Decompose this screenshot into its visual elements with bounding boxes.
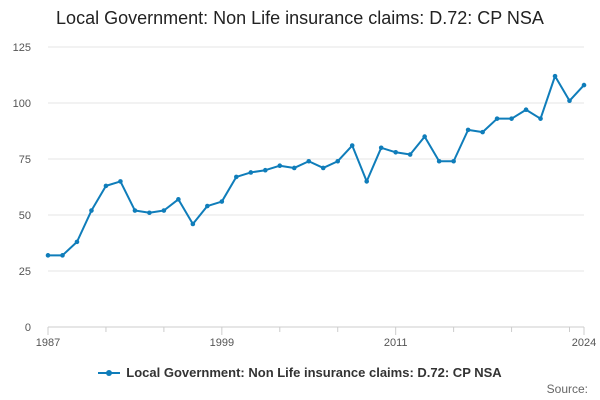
axis-layer: 0 25 50 75 100 125 1987 1999 2011 2024 (13, 42, 597, 349)
legend-swatch-marker (106, 369, 113, 376)
data-point (581, 82, 587, 88)
data-point (89, 208, 94, 213)
y-tick-label: 25 (19, 266, 31, 278)
data-point (567, 98, 572, 104)
data-point (291, 165, 297, 171)
data-point (364, 179, 370, 184)
data-point (147, 210, 152, 216)
data-point (494, 116, 500, 121)
series-layer (45, 73, 587, 258)
data-point (60, 253, 65, 258)
data-point (205, 203, 210, 209)
legend-label: Local Government: Non Life insurance cla… (126, 365, 502, 381)
data-point (393, 149, 398, 155)
data-point (465, 127, 471, 133)
data-point (234, 174, 239, 180)
y-tick-label: 0 (25, 322, 31, 334)
data-point (248, 170, 254, 175)
data-point (161, 208, 167, 213)
y-tick-label: 100 (13, 98, 31, 110)
data-point (552, 73, 558, 79)
data-point (378, 145, 384, 151)
data-point (45, 253, 51, 258)
data-point (176, 197, 181, 202)
source-label: Source: (546, 382, 588, 396)
data-point (407, 152, 413, 157)
x-tick-label: 1987 (36, 337, 60, 349)
data-point (335, 158, 341, 164)
data-point (523, 107, 529, 113)
data-point (509, 116, 514, 121)
data-point (103, 183, 109, 189)
data-point (263, 167, 268, 173)
data-point (538, 116, 543, 121)
y-tick-label: 75 (19, 154, 31, 166)
series-line (48, 75, 585, 257)
data-point (219, 199, 225, 204)
data-point (74, 239, 80, 245)
data-point (132, 208, 138, 213)
legend[interactable]: Local Government: Non Life insurance cla… (0, 364, 600, 380)
data-point (277, 163, 283, 169)
data-point (306, 158, 312, 164)
data-point (349, 143, 355, 148)
grid-layer (48, 46, 584, 272)
data-point (320, 165, 326, 171)
legend-swatch (98, 368, 121, 378)
data-point (118, 179, 123, 184)
x-tick-label: 2024 (572, 337, 596, 349)
data-point (480, 129, 485, 135)
chart-title: Local Government: Non Life insurance cla… (56, 8, 544, 28)
data-point (422, 134, 427, 139)
data-point (190, 221, 196, 227)
data-point (451, 158, 456, 164)
data-point (436, 158, 442, 164)
y-tick-label: 50 (19, 210, 31, 222)
y-tick-label: 125 (13, 42, 31, 54)
x-tick-label: 1999 (210, 337, 234, 349)
x-tick-label: 2011 (384, 337, 408, 349)
